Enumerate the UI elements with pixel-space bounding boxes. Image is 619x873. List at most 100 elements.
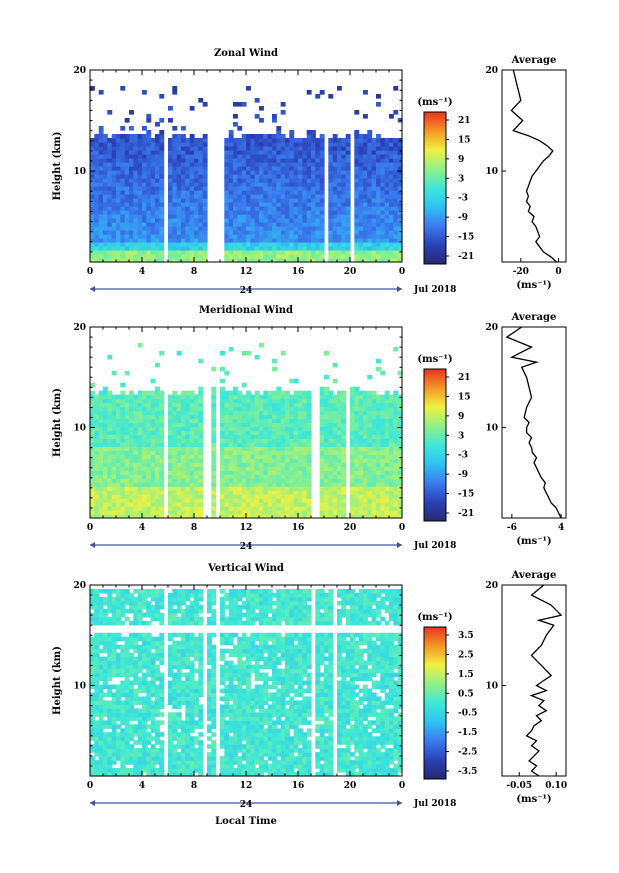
heatmap-cell — [159, 510, 165, 515]
heatmap-cell — [168, 238, 173, 243]
heatmap-cell — [107, 636, 113, 642]
heatmap-cell — [94, 652, 100, 658]
heatmap-cell — [116, 238, 121, 243]
heatmap-cell — [354, 130, 360, 135]
heatmap-cell — [302, 474, 308, 479]
heatmap-cell — [103, 700, 108, 705]
heatmap-cell — [363, 478, 368, 483]
heatmap-cell — [146, 466, 152, 471]
heatmap-cell — [341, 202, 347, 207]
heatmap-cell — [341, 258, 347, 263]
heatmap-cell — [358, 414, 364, 420]
heatmap-cell — [350, 406, 355, 412]
heatmap-cell — [254, 186, 260, 191]
heatmap-cell — [272, 118, 277, 123]
heatmap-cell — [150, 422, 156, 428]
heatmap-cell — [194, 226, 199, 231]
heatmap-cell — [332, 166, 338, 171]
heatmap-cell — [367, 494, 373, 499]
heatmap-cell — [341, 150, 347, 155]
heatmap-cell — [133, 768, 139, 773]
heatmap-cell — [133, 242, 139, 247]
heatmap-cell — [397, 402, 403, 408]
heatmap-cell — [246, 430, 251, 436]
heatmap-cell — [133, 608, 139, 614]
heatmap-cell — [380, 482, 386, 487]
heatmap-cell — [246, 198, 251, 203]
heatmap-cell — [181, 194, 186, 199]
heatmap-cell — [185, 410, 191, 416]
heatmap-cell — [254, 354, 260, 360]
heatmap-cell — [311, 214, 316, 219]
heatmap-cell — [328, 234, 334, 239]
heatmap-cell — [111, 510, 117, 515]
heatmap-cell — [267, 458, 273, 463]
heatmap-cell — [272, 134, 277, 139]
heatmap-cell — [146, 490, 152, 495]
heatmap-cell — [289, 458, 295, 463]
heatmap-cell — [181, 426, 186, 432]
heatmap-cell — [124, 458, 130, 463]
heatmap-cell — [150, 170, 156, 175]
heatmap-cell — [397, 182, 403, 187]
heatmap-cell — [94, 470, 100, 475]
heatmap-cell — [176, 230, 182, 235]
heatmap-cell — [185, 446, 191, 451]
heatmap-cell — [107, 158, 113, 163]
heatmap-cell — [350, 434, 355, 439]
heatmap-cell — [241, 430, 247, 436]
heatmap-cell — [94, 764, 100, 769]
heatmap-cell — [397, 222, 403, 227]
heatmap-cell — [120, 398, 126, 404]
heatmap-cell — [90, 162, 95, 167]
heatmap-cell — [267, 166, 273, 171]
heatmap-cell — [155, 474, 160, 479]
heatmap-cell — [224, 198, 230, 203]
heatmap-cell — [103, 414, 108, 420]
heatmap-cell — [328, 178, 334, 183]
heatmap-cell — [272, 138, 277, 143]
heatmap-cell — [389, 210, 394, 215]
heatmap-cell — [389, 138, 394, 143]
heatmap-cell — [107, 238, 113, 243]
heatmap-cell — [367, 222, 373, 227]
heatmap-cell — [272, 366, 277, 372]
heatmap-cell — [116, 494, 121, 499]
heatmap-cell — [98, 446, 104, 451]
heatmap-cell — [116, 158, 121, 163]
colorbar-tick-label: -9 — [458, 470, 468, 480]
heatmap-cell — [389, 250, 394, 255]
heatmap-cell — [98, 190, 104, 195]
heatmap-cell — [341, 398, 347, 404]
heatmap-cell — [371, 462, 377, 467]
heatmap-cell — [263, 258, 269, 263]
heatmap-cell — [302, 490, 308, 495]
heatmap-cell — [120, 422, 126, 428]
heatmap-cell — [176, 218, 182, 223]
heatmap-cell — [224, 442, 230, 447]
heatmap-cell — [159, 390, 165, 396]
heatmap-cell — [116, 222, 121, 227]
heatmap-cell — [137, 134, 143, 139]
heatmap-cell — [185, 422, 191, 428]
heatmap-cell — [380, 226, 386, 231]
heatmap-cell — [315, 186, 321, 191]
heatmap-cell — [150, 250, 156, 255]
heatmap-cell — [259, 190, 264, 195]
heatmap-cell — [150, 418, 156, 424]
heatmap-cell — [241, 426, 247, 432]
heatmap-cell — [103, 744, 108, 749]
heatmap-cell — [120, 744, 126, 749]
heatmap-cell — [120, 218, 126, 223]
heatmap-cell — [103, 644, 108, 650]
heatmap-cell — [237, 146, 243, 151]
heatmap-cell — [107, 354, 113, 360]
heatmap-cell — [254, 478, 260, 483]
heatmap-cell — [241, 414, 247, 420]
heatmap-cell — [116, 166, 121, 171]
heatmap-cell — [176, 446, 182, 451]
heatmap-cell — [111, 426, 117, 432]
heatmap-cell — [272, 438, 277, 443]
heatmap-cell — [155, 146, 160, 151]
